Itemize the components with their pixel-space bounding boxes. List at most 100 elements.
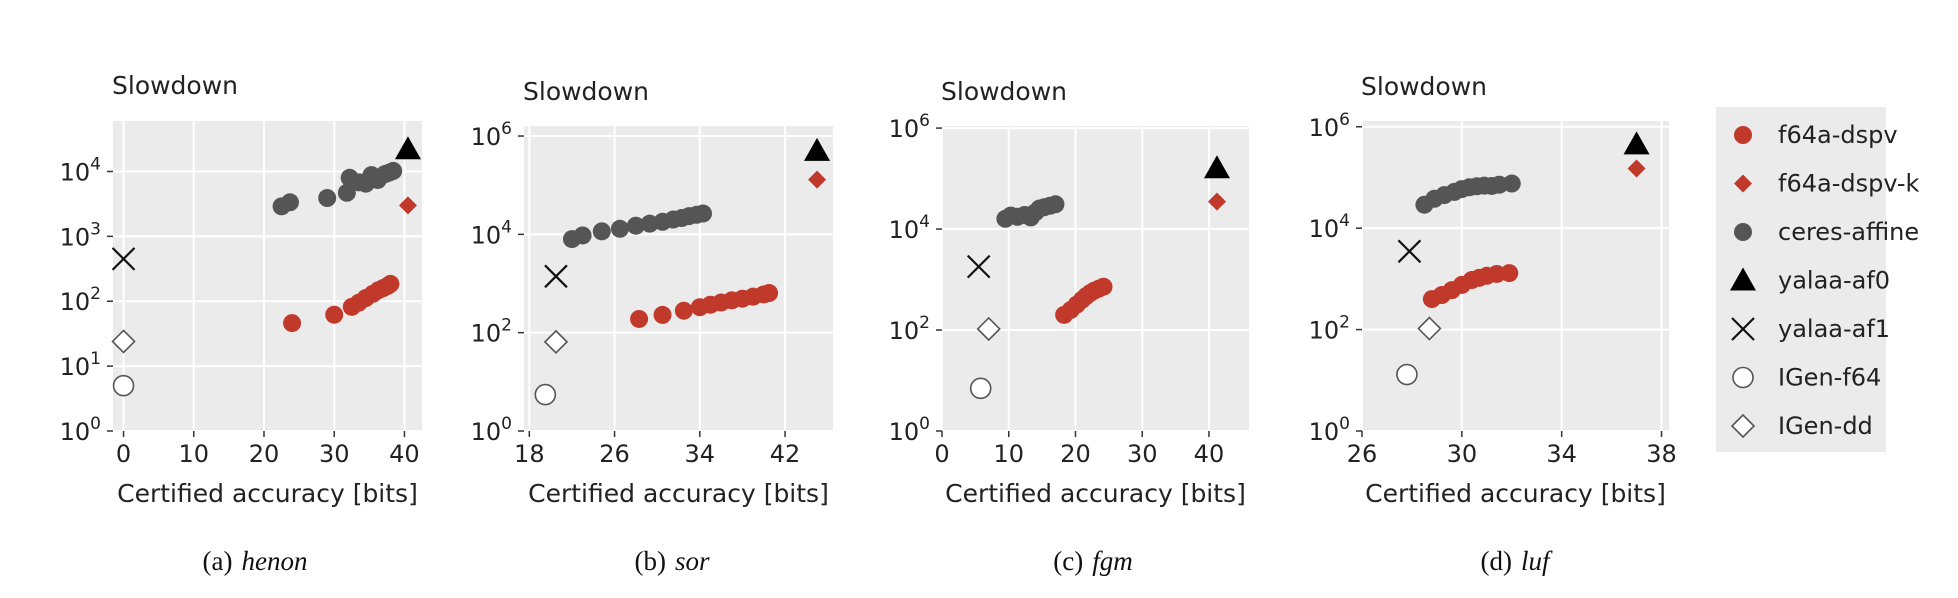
data-point-igen-f64 [969, 377, 992, 400]
subfigure-caption: (d) luf [1481, 546, 1553, 576]
data-point-igen-f64 [534, 383, 557, 406]
data-point-igen-dd [1417, 316, 1442, 341]
legend-label: yalaa-af1 [1778, 315, 1890, 343]
x-tick-label: 10 [178, 440, 209, 468]
y-tick-label: 101 [60, 349, 101, 381]
data-point-f64a-dspv [630, 309, 649, 328]
x-axis-title: Certified accuracy [bits] [945, 479, 1246, 508]
y-tick-base: 10 [60, 353, 91, 381]
y-tick-base: 10 [60, 158, 91, 186]
y-tick-exponent: 0 [501, 414, 512, 434]
data-point-f64a-dspv-k [1627, 159, 1646, 178]
data-point-ceres-affine [573, 226, 592, 245]
caption-benchmark-name: henon [241, 546, 307, 576]
caption-label: (a) [203, 546, 233, 576]
y-tick-label: 100 [471, 414, 512, 446]
y-axis-title: Slowdown [941, 77, 1067, 106]
y-tick-exponent: 0 [919, 414, 930, 434]
x-tick-label: 34 [685, 440, 716, 468]
data-point-ceres-affine [626, 216, 645, 235]
y-tick-label: 102 [1309, 313, 1350, 345]
data-point-yalaa-af0 [394, 136, 421, 160]
y-tick-base: 10 [1309, 114, 1340, 142]
y-tick-label: 103 [60, 219, 101, 251]
chart-panel-henon: 0 10 20 30 40100101102103104SlowdownCertifie… [60, 71, 422, 576]
y-tick-base: 10 [471, 123, 502, 151]
caption-label: (b) [635, 546, 666, 576]
x-tick-label: 20 [1060, 440, 1091, 468]
data-point-f64a-dspv [325, 305, 344, 324]
y-tick-label: 102 [60, 284, 101, 316]
legend-label: f64a-dspv-k [1778, 170, 1920, 198]
caption-benchmark-name: sor [675, 546, 710, 576]
x-axis-title: Certified accuracy [bits] [1365, 479, 1666, 508]
y-tick-base: 10 [889, 317, 920, 345]
x-tick-label: 30 [1127, 440, 1158, 468]
legend-label: IGen-dd [1778, 412, 1873, 440]
data-point-yalaa-af1 [1397, 239, 1422, 264]
x-tick-label: 40 [1194, 440, 1225, 468]
y-tick-label: 104 [471, 217, 512, 249]
legend-label: IGen-f64 [1778, 364, 1881, 392]
plot-background [942, 126, 1249, 431]
caption-label: (c) [1053, 546, 1083, 576]
legend-item-igen-dd: IGen-dd [1730, 412, 1873, 440]
data-point-igen-f64 [112, 374, 135, 397]
y-tick-exponent: 1 [90, 349, 101, 369]
legend-item-f64a-dspv-k: f64a-dspv-k [1734, 170, 1920, 198]
x-axis-title: Certified accuracy [bits] [528, 479, 829, 508]
y-tick-exponent: 6 [501, 119, 512, 139]
y-tick-label: 100 [889, 414, 930, 446]
x-tick-label: 0 [934, 440, 949, 468]
y-tick-base: 10 [60, 288, 91, 316]
y-tick-exponent: 2 [919, 313, 930, 333]
x-tick-label: 30 [1447, 440, 1478, 468]
y-axis-title: Slowdown [112, 71, 238, 100]
y-tick-base: 10 [1309, 418, 1340, 446]
legend-item-igen-f64: IGen-f64 [1732, 364, 1881, 392]
data-point-ceres-affine [592, 222, 611, 241]
legend-marker-yalaa-af0 [1730, 267, 1756, 291]
y-tick-label: 104 [889, 212, 930, 244]
data-point-f64a-dspv [760, 284, 779, 303]
x-tick-label: 26 [599, 440, 630, 468]
y-tick-exponent: 0 [90, 414, 101, 434]
x-tick-label: 10 [993, 440, 1024, 468]
subfigure-caption: (a) henon [203, 546, 308, 576]
y-tick-exponent: 2 [1339, 313, 1350, 333]
y-tick-label: 100 [1309, 414, 1350, 446]
data-point-igen-dd [543, 329, 569, 355]
y-axis-title: Slowdown [523, 77, 649, 106]
legend: f64a-dspv f64a-dspv-k ceres-affine yalaa-af… [1716, 107, 1920, 452]
data-point-ceres-affine [1502, 174, 1521, 193]
y-tick-label: 106 [1309, 110, 1350, 142]
x-tick-label: 38 [1646, 440, 1677, 468]
data-point-ceres-affine [280, 193, 299, 212]
data-point-ceres-affine [1046, 195, 1065, 214]
legend-marker-f64a-dspv-k [1734, 174, 1752, 193]
y-tick-exponent: 6 [1339, 110, 1350, 130]
x-tick-label: 0 [116, 440, 131, 468]
data-point-f64a-dspv [381, 274, 400, 293]
legend-marker-igen-dd [1730, 413, 1756, 439]
y-tick-label: 102 [471, 316, 512, 348]
y-tick-exponent: 3 [90, 219, 101, 239]
data-point-f64a-dspv [674, 301, 693, 320]
y-tick-base: 10 [889, 216, 920, 244]
data-point-igen-dd [111, 329, 136, 354]
legend-marker-yalaa-af1 [1731, 317, 1755, 341]
data-point-ceres-affine [610, 219, 629, 238]
data-point-igen-f64 [1396, 363, 1418, 386]
data-point-f64a-dspv [1094, 277, 1113, 296]
data-point-f64a-dspv [1500, 264, 1519, 283]
y-tick-exponent: 2 [90, 284, 101, 304]
subfigure-caption: (b) sor [635, 546, 710, 576]
y-tick-exponent: 6 [919, 111, 930, 131]
y-tick-label: 100 [60, 414, 101, 446]
data-point-f64a-dspv [653, 305, 672, 324]
y-tick-base: 10 [60, 223, 91, 251]
y-tick-base: 10 [1309, 317, 1340, 345]
legend-label: f64a-dspv [1778, 121, 1898, 149]
